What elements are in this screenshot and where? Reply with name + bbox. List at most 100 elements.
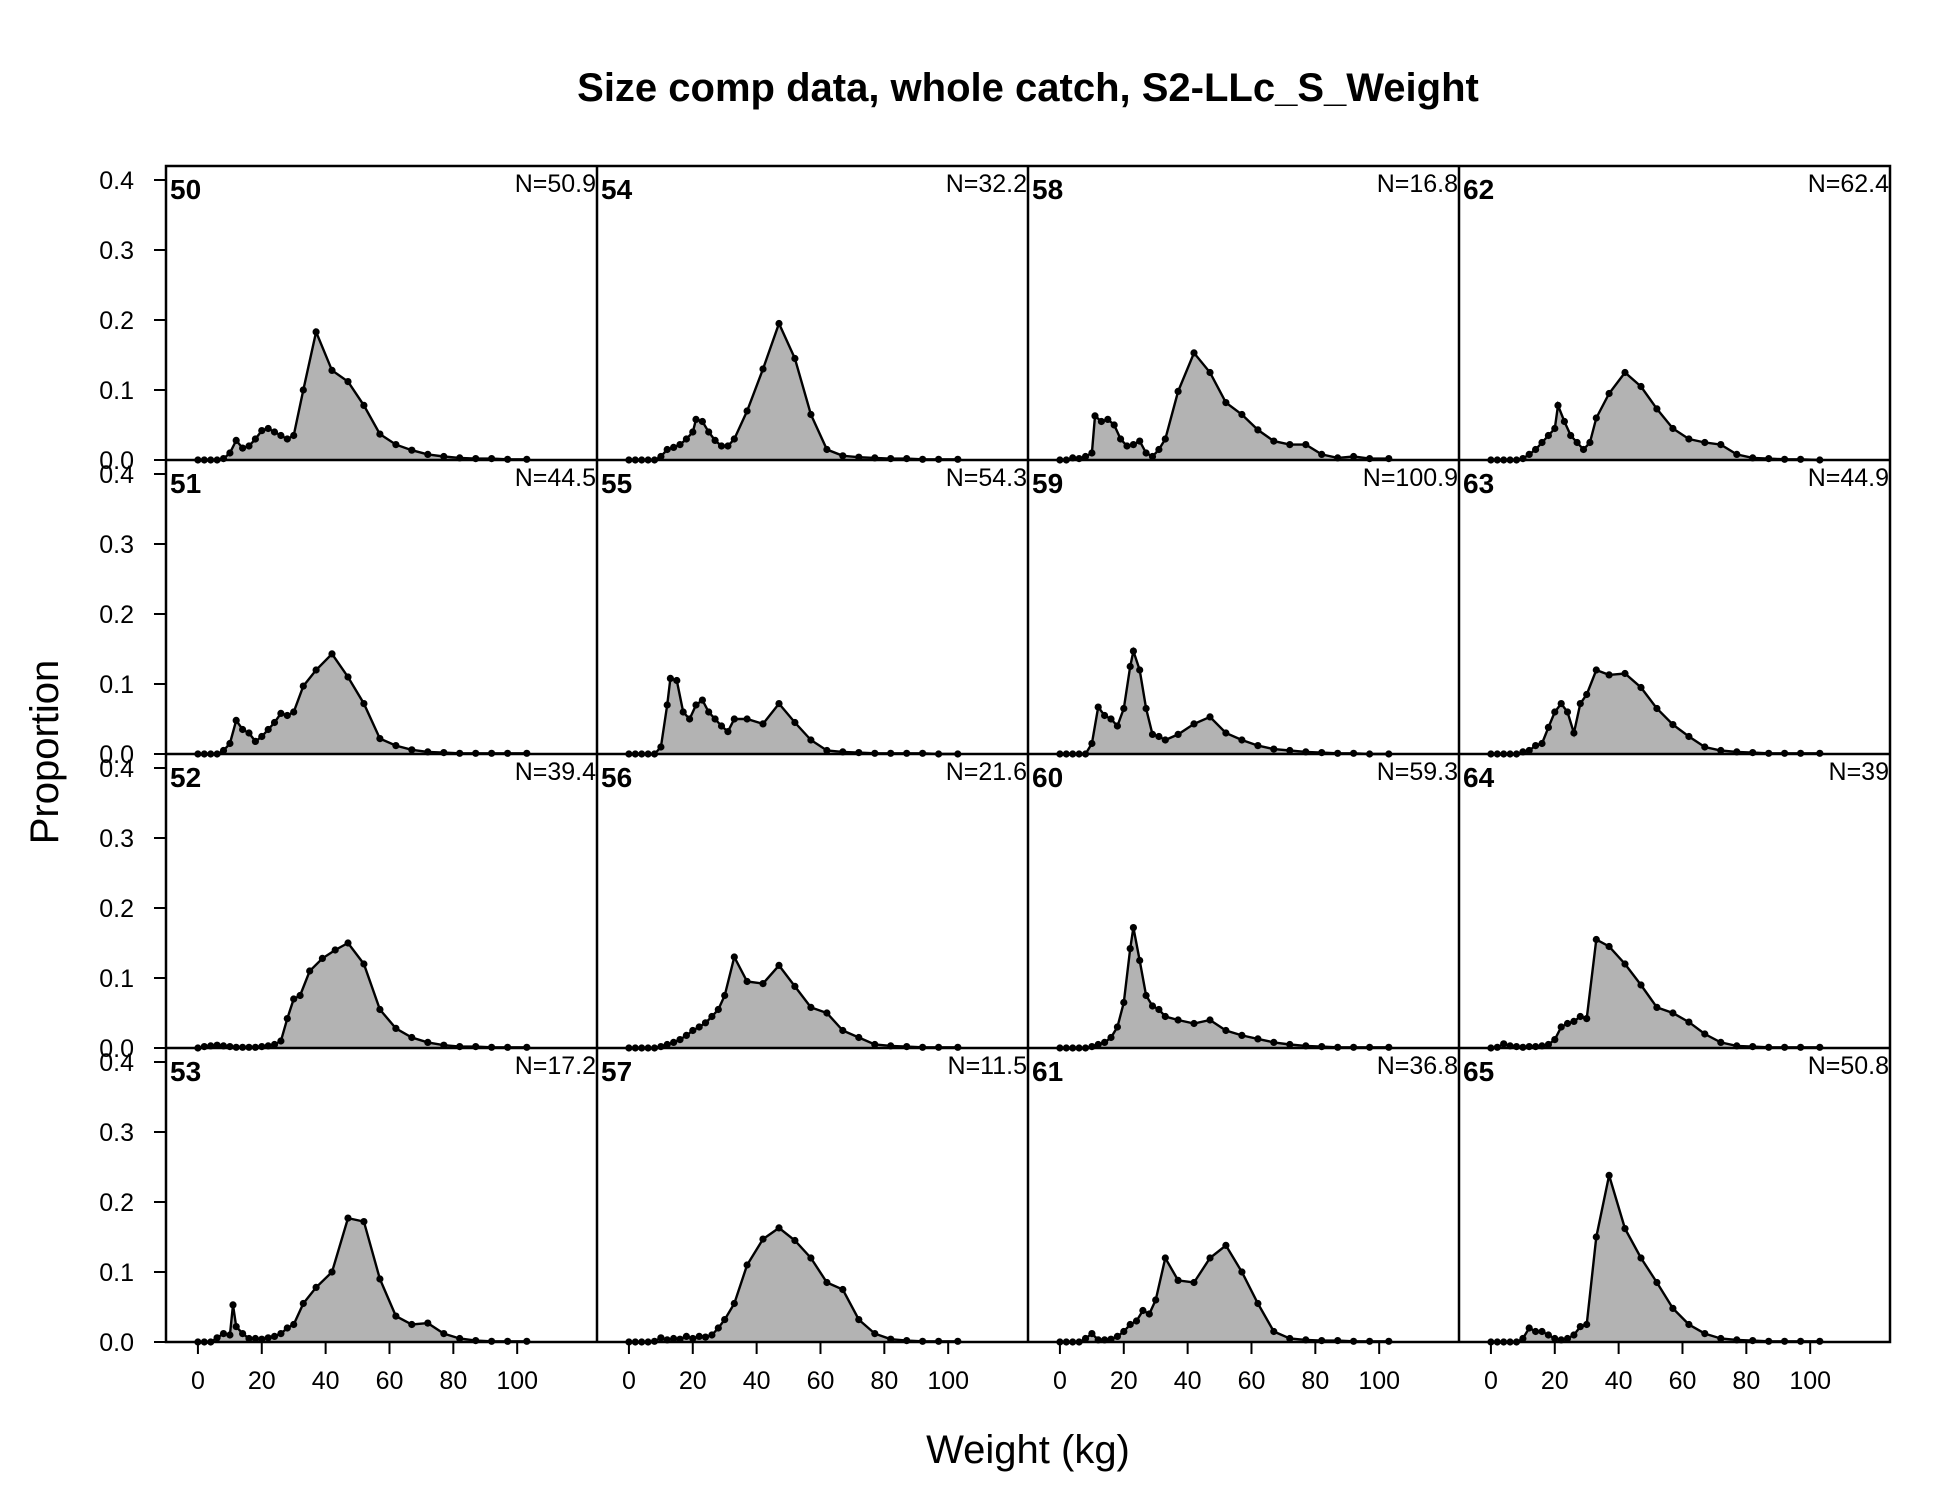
data-point bbox=[839, 1026, 847, 1035]
sample-size-label: N=100.9 bbox=[1363, 464, 1458, 492]
series-area bbox=[1059, 1245, 1389, 1342]
data-point bbox=[213, 1334, 221, 1342]
data-point bbox=[1557, 700, 1565, 708]
data-point bbox=[1145, 1310, 1153, 1318]
data-point bbox=[1592, 1233, 1600, 1241]
data-point bbox=[1126, 1320, 1134, 1329]
data-point bbox=[1190, 720, 1198, 728]
data-point bbox=[1525, 450, 1533, 458]
x-tick-label: 20 bbox=[679, 1367, 707, 1395]
data-point bbox=[1579, 445, 1588, 454]
sample-size-label: N=17.2 bbox=[515, 1052, 596, 1080]
data-point bbox=[1097, 417, 1105, 426]
y-tick-label: 0.0 bbox=[99, 1329, 134, 1357]
series-area bbox=[1490, 939, 1820, 1048]
data-point bbox=[1538, 1327, 1546, 1336]
data-point bbox=[1136, 666, 1144, 674]
data-point bbox=[1101, 1038, 1109, 1046]
panel-label: 51 bbox=[170, 468, 201, 499]
sample-size-label: N=59.3 bbox=[1377, 758, 1458, 786]
x-tick-label: 20 bbox=[1110, 1367, 1138, 1395]
data-point bbox=[689, 1026, 697, 1035]
panel-62: 62 N=62.4 bbox=[1463, 170, 1889, 464]
data-point bbox=[229, 1301, 237, 1309]
data-point bbox=[258, 427, 266, 435]
data-point bbox=[807, 410, 815, 419]
sample-size-label: N=50.8 bbox=[1808, 1052, 1889, 1080]
data-point bbox=[232, 436, 240, 444]
sample-size-label: N=16.8 bbox=[1377, 170, 1458, 198]
data-point bbox=[701, 1333, 710, 1341]
x-tick-label: 40 bbox=[1605, 1367, 1633, 1395]
y-axis-title: Proportion bbox=[23, 660, 67, 845]
data-point bbox=[823, 746, 831, 755]
data-point bbox=[1120, 704, 1128, 713]
data-point bbox=[657, 452, 665, 461]
data-point bbox=[689, 1334, 697, 1343]
y-tick-label: 0.1 bbox=[99, 377, 134, 405]
series-area bbox=[197, 1218, 527, 1342]
data-point bbox=[663, 1040, 671, 1049]
data-point bbox=[695, 1332, 703, 1340]
panel-51: 51 N=44.5 bbox=[170, 464, 596, 758]
data-point bbox=[1583, 1320, 1591, 1329]
data-point bbox=[1088, 739, 1096, 748]
data-point bbox=[239, 444, 247, 452]
y-tick-label: 0.2 bbox=[99, 307, 134, 335]
data-point bbox=[1637, 683, 1645, 692]
data-point bbox=[1104, 415, 1112, 423]
data-point bbox=[226, 739, 234, 748]
x-tick-label: 80 bbox=[1732, 1367, 1760, 1395]
data-point bbox=[1605, 1171, 1613, 1179]
data-point bbox=[855, 1316, 863, 1324]
data-point bbox=[1621, 960, 1629, 968]
data-point bbox=[277, 1037, 285, 1045]
data-point bbox=[663, 445, 671, 454]
series-area bbox=[628, 323, 958, 460]
data-point bbox=[1155, 732, 1163, 741]
x-tick-label: 80 bbox=[439, 1367, 467, 1395]
data-point bbox=[277, 431, 285, 440]
data-point bbox=[663, 701, 671, 709]
data-point bbox=[686, 715, 694, 723]
y-tick-label: 0.3 bbox=[99, 825, 134, 853]
data-point bbox=[1174, 1016, 1182, 1024]
data-point bbox=[730, 953, 738, 961]
series-area bbox=[197, 943, 527, 1048]
data-point bbox=[1286, 1040, 1294, 1049]
data-point bbox=[855, 1033, 863, 1042]
y-tick-label: 0.3 bbox=[99, 237, 134, 265]
panel-label: 59 bbox=[1032, 468, 1063, 499]
data-point bbox=[1583, 1015, 1591, 1023]
data-point bbox=[1148, 730, 1157, 739]
data-point bbox=[673, 676, 681, 685]
data-point bbox=[1563, 1019, 1572, 1028]
data-point bbox=[1286, 746, 1294, 755]
data-point bbox=[775, 961, 783, 970]
data-point bbox=[440, 452, 448, 461]
sample-size-label: N=36.8 bbox=[1377, 1052, 1458, 1080]
series-area bbox=[197, 331, 527, 460]
data-point bbox=[1544, 723, 1552, 732]
x-tick-label: 60 bbox=[807, 1367, 835, 1395]
data-point bbox=[1110, 421, 1118, 429]
data-point bbox=[251, 737, 259, 746]
data-point bbox=[344, 939, 352, 947]
data-point bbox=[743, 1261, 751, 1269]
data-point bbox=[328, 1268, 336, 1276]
data-point bbox=[226, 1331, 234, 1339]
series-area bbox=[1059, 927, 1389, 1048]
data-point bbox=[219, 1330, 228, 1338]
data-point bbox=[807, 736, 815, 744]
y-tick-label: 0.3 bbox=[99, 1119, 134, 1147]
data-point bbox=[1174, 1276, 1182, 1284]
data-point bbox=[1653, 1278, 1661, 1287]
y-tick-label: 0.1 bbox=[99, 965, 134, 993]
data-point bbox=[708, 1012, 716, 1021]
panel-60: 60 N=59.3 bbox=[1032, 758, 1458, 1052]
data-point bbox=[1238, 410, 1246, 419]
data-point bbox=[270, 718, 279, 727]
data-point bbox=[1120, 998, 1128, 1007]
data-point bbox=[1685, 1320, 1693, 1329]
